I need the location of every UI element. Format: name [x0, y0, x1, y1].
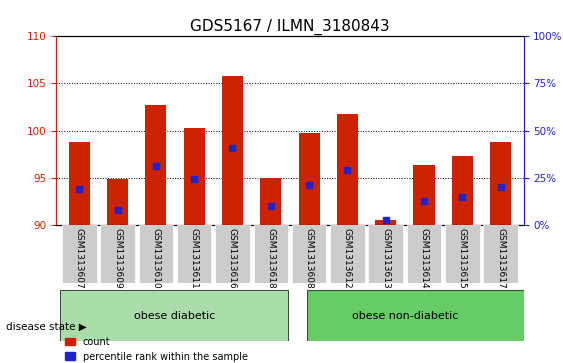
- Text: GSM1313610: GSM1313610: [151, 228, 160, 289]
- Text: GSM1313607: GSM1313607: [75, 228, 84, 289]
- Text: GSM1313612: GSM1313612: [343, 228, 352, 289]
- Bar: [145, 105, 167, 225]
- Title: GDS5167 / ILMN_3180843: GDS5167 / ILMN_3180843: [190, 19, 390, 35]
- Bar: [375, 220, 396, 225]
- Text: obese diabetic: obese diabetic: [135, 311, 216, 321]
- Text: GSM1313616: GSM1313616: [228, 228, 237, 289]
- FancyBboxPatch shape: [292, 225, 327, 283]
- Legend: count, percentile rank within the sample: count, percentile rank within the sample: [61, 333, 252, 363]
- FancyBboxPatch shape: [307, 290, 539, 341]
- Bar: [298, 132, 320, 225]
- Text: GSM1313613: GSM1313613: [381, 228, 390, 289]
- Bar: [222, 76, 243, 225]
- Text: GSM1313618: GSM1313618: [266, 228, 275, 289]
- Bar: [413, 165, 435, 225]
- Text: disease state ▶: disease state ▶: [6, 322, 86, 332]
- Text: GSM1313615: GSM1313615: [458, 228, 467, 289]
- Text: obese non-diabetic: obese non-diabetic: [352, 311, 458, 321]
- Bar: [260, 178, 282, 225]
- Bar: [107, 179, 128, 225]
- FancyBboxPatch shape: [62, 225, 96, 283]
- Bar: [184, 128, 205, 225]
- FancyBboxPatch shape: [253, 225, 288, 283]
- FancyBboxPatch shape: [177, 225, 212, 283]
- FancyBboxPatch shape: [484, 225, 518, 283]
- FancyBboxPatch shape: [138, 225, 173, 283]
- FancyBboxPatch shape: [368, 225, 403, 283]
- Text: GSM1313608: GSM1313608: [305, 228, 314, 289]
- FancyBboxPatch shape: [407, 225, 441, 283]
- FancyBboxPatch shape: [100, 225, 135, 283]
- Text: GSM1313611: GSM1313611: [190, 228, 199, 289]
- FancyBboxPatch shape: [330, 225, 365, 283]
- Text: GSM1313614: GSM1313614: [419, 228, 428, 289]
- Bar: [452, 156, 473, 225]
- Bar: [490, 142, 511, 225]
- Text: GSM1313609: GSM1313609: [113, 228, 122, 289]
- Bar: [337, 114, 358, 225]
- Bar: [69, 142, 90, 225]
- FancyBboxPatch shape: [60, 290, 288, 341]
- FancyBboxPatch shape: [445, 225, 480, 283]
- Text: GSM1313617: GSM1313617: [496, 228, 505, 289]
- FancyBboxPatch shape: [215, 225, 250, 283]
